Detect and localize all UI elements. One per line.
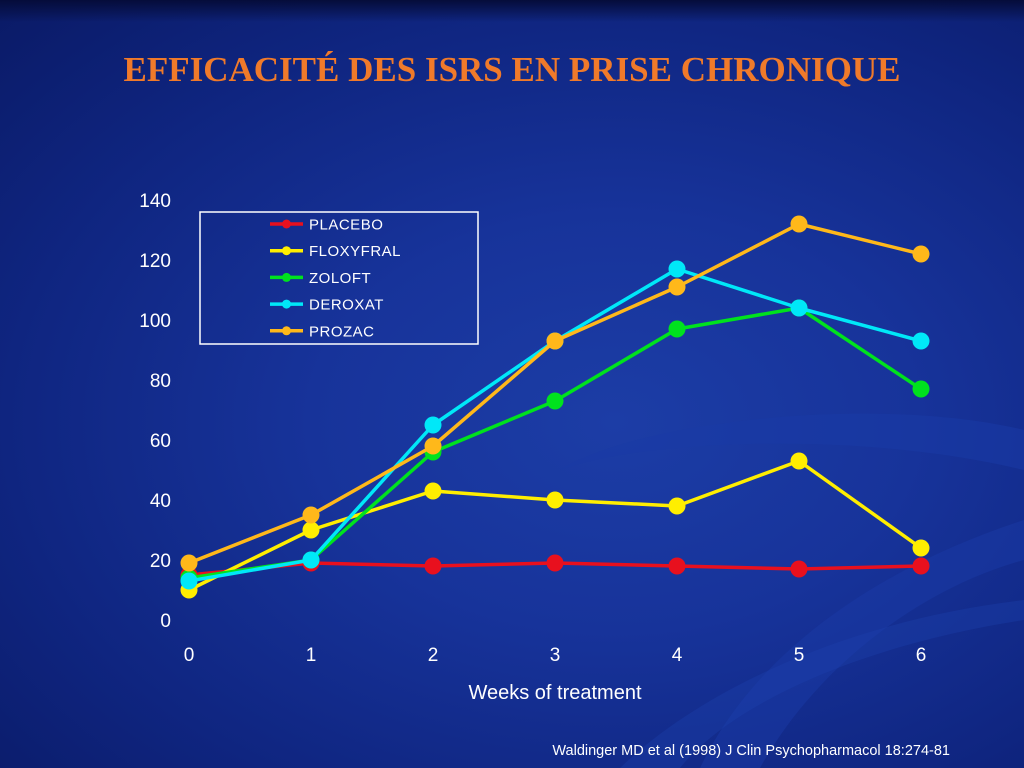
x-tick-label: 0 — [184, 645, 195, 666]
data-point — [912, 557, 930, 575]
x-tick-label: 3 — [550, 645, 561, 666]
x-tick-label: 1 — [306, 645, 317, 666]
data-point — [668, 260, 686, 278]
y-tick-label: 100 — [139, 311, 171, 332]
data-point — [668, 278, 686, 296]
x-tick-label: 6 — [916, 645, 927, 666]
legend-item-deroxat: DEROXAT — [270, 297, 384, 314]
legend-label: FLOXYFRAL — [309, 243, 401, 260]
data-point — [790, 299, 808, 317]
data-point — [912, 332, 930, 350]
legend-swatch-marker — [282, 299, 291, 309]
data-point — [424, 482, 442, 500]
data-point — [180, 554, 198, 572]
data-point — [912, 539, 930, 557]
legend-item-floxyfral: FLOXYFRAL — [270, 243, 401, 260]
legend-label: ZOLOFT — [309, 270, 371, 287]
y-tick-label: 40 — [150, 491, 171, 512]
data-point — [302, 521, 320, 539]
legend-label: PROZAC — [309, 323, 375, 340]
x-axis-title: Weeks of treatment — [468, 682, 641, 704]
y-axis-ticks: 0 20 40 60 80 100 120 140 — [139, 191, 171, 632]
legend-label: PLACEBO — [309, 217, 383, 234]
x-tick-label: 5 — [794, 645, 805, 666]
series-prozac — [180, 215, 930, 572]
x-tick-label: 2 — [428, 645, 439, 666]
legend-swatch-marker — [282, 219, 291, 229]
series-floxyfral — [180, 452, 930, 599]
data-point — [790, 452, 808, 470]
series-placebo — [180, 554, 930, 584]
data-point — [180, 572, 198, 590]
slide-title: EFFICACITÉ DES ISRS EN PRISE CHRONIQUE — [123, 50, 901, 89]
legend-swatch-marker — [282, 326, 291, 336]
y-tick-label: 60 — [150, 431, 171, 452]
data-point — [912, 245, 930, 263]
data-point — [668, 320, 686, 338]
y-tick-label: 20 — [150, 551, 171, 572]
legend: PLACEBO FLOXYFRAL ZOLOFT DEROXAT PROZAC — [199, 211, 479, 345]
legend-item-prozac: PROZAC — [270, 323, 375, 340]
series-layer — [180, 215, 930, 599]
y-tick-label: 140 — [139, 191, 171, 212]
data-point — [668, 557, 686, 575]
data-point — [546, 491, 564, 509]
top-band — [0, 0, 1024, 22]
legend-box — [199, 211, 479, 345]
data-point — [912, 380, 930, 398]
legend-item-placebo: PLACEBO — [270, 217, 383, 234]
x-axis-ticks: 0 1 2 3 4 5 6 — [184, 645, 927, 666]
data-point — [546, 332, 564, 350]
data-point — [546, 554, 564, 572]
x-tick-label: 4 — [672, 645, 683, 666]
legend-swatch-marker — [282, 246, 291, 256]
data-point — [790, 215, 808, 233]
y-tick-label: 0 — [160, 611, 171, 632]
source-citation: Waldinger MD et al (1998) J Clin Psychop… — [552, 743, 950, 759]
data-point — [424, 557, 442, 575]
data-point — [302, 506, 320, 524]
data-point — [424, 416, 442, 434]
data-point — [424, 437, 442, 455]
data-point — [546, 392, 564, 410]
legend-label: DEROXAT — [309, 297, 384, 314]
data-point — [668, 497, 686, 515]
data-point — [790, 560, 808, 578]
data-point — [302, 551, 320, 569]
y-tick-label: 80 — [150, 371, 171, 392]
legend-item-zoloft: ZOLOFT — [270, 270, 371, 287]
legend-swatch-marker — [282, 272, 291, 282]
y-tick-label: 120 — [139, 251, 171, 272]
